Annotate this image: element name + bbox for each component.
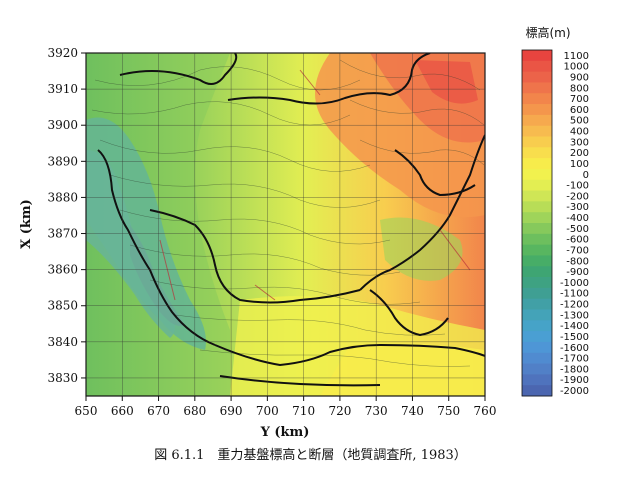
x-tick-label: 760	[474, 404, 497, 418]
x-tick-label: 710	[292, 404, 315, 418]
legend-label: -100	[566, 181, 589, 192]
legend-label: 300	[570, 137, 589, 148]
legend-label: -1400	[560, 321, 589, 332]
legend-label: -700	[566, 245, 589, 256]
x-tick-label: 660	[111, 404, 134, 418]
legend-swatch-9	[522, 147, 552, 159]
legend-swatch-2	[522, 71, 552, 83]
y-tick-label: 3860	[47, 263, 78, 277]
legend-swatch-5	[522, 104, 552, 116]
legend-label: -1300	[560, 310, 589, 321]
y-axis-label: X (km)	[19, 199, 34, 249]
elevation-map	[86, 53, 485, 396]
legend-swatch-25	[522, 320, 552, 332]
x-tick-label: 750	[437, 404, 460, 418]
x-axis-label: Y (km)	[260, 425, 310, 440]
legend-swatch-21	[522, 277, 552, 289]
x-tick-label: 740	[401, 404, 424, 418]
legend-swatch-6	[522, 114, 552, 127]
y-tick-label: 3920	[47, 46, 78, 60]
legend-label: -1200	[560, 300, 589, 311]
legend-swatch-1	[522, 60, 552, 73]
legend-label: -2000	[560, 386, 589, 397]
legend-label: 600	[570, 105, 589, 116]
x-axis-ticks: 650 660 670 680 690 700 710 720 730 740 750 760	[75, 396, 497, 418]
legend-label: -200	[566, 191, 589, 202]
legend-label: -1800	[560, 364, 589, 375]
x-tick-label: 700	[256, 404, 279, 418]
legend-label: 100	[570, 159, 589, 170]
legend-swatch-17	[522, 233, 552, 246]
legend-swatch-20	[522, 266, 552, 278]
legend-swatch-14	[522, 201, 552, 213]
legend-label: -1700	[560, 354, 589, 365]
figure-caption: 図 6.1.1 重力基盤標高と断層（地質調査所, 1983）	[154, 448, 467, 463]
legend-swatch-16	[522, 223, 552, 235]
legend-label: -400	[566, 213, 589, 224]
y-tick-label: 3840	[47, 335, 78, 349]
legend-label: -1600	[560, 343, 589, 354]
legend-label: 1100	[564, 51, 589, 62]
legend-label: 400	[570, 127, 589, 138]
y-tick-label: 3890	[47, 154, 78, 168]
y-tick-label: 3850	[47, 299, 78, 313]
legend-swatch-24	[522, 309, 552, 321]
legend-swatch-10	[522, 158, 552, 170]
legend-label: -1000	[560, 278, 589, 289]
legend-label: -1500	[560, 332, 589, 343]
legend-label: -900	[566, 267, 589, 278]
legend-swatch-27	[522, 341, 552, 354]
legend-label: -500	[566, 224, 589, 235]
x-tick-label: 730	[365, 404, 388, 418]
legend-swatch-28	[522, 352, 552, 364]
legend-swatch-0	[522, 50, 552, 62]
legend-swatch-7	[522, 125, 552, 137]
legend-swatch-15	[522, 212, 552, 224]
legend-swatch-19	[522, 255, 552, 267]
legend-label: 800	[570, 83, 589, 94]
legend-label: 200	[570, 148, 589, 159]
x-tick-label: 670	[147, 404, 170, 418]
legend-label: 900	[570, 72, 589, 83]
x-tick-label: 650	[75, 404, 98, 418]
y-tick-label: 3910	[47, 82, 78, 96]
x-tick-label: 680	[183, 404, 206, 418]
legend-swatch-23	[522, 298, 552, 310]
legend-swatch-3	[522, 82, 552, 94]
legend-swatch-18	[522, 244, 552, 256]
legend-label: -300	[566, 202, 589, 213]
legend-label: 500	[570, 116, 589, 127]
y-tick-label: 3830	[47, 371, 78, 385]
legend-label: 0	[583, 170, 589, 181]
legend-swatch-11	[522, 168, 552, 181]
legend-swatch-29	[522, 363, 552, 375]
legend-label: 1000	[564, 62, 589, 73]
y-tick-label: 3900	[47, 118, 78, 132]
legend-label: 700	[570, 94, 589, 105]
legend-label: -1100	[560, 289, 589, 300]
legend-title: 標高(m)	[525, 25, 570, 40]
x-tick-label: 720	[328, 404, 351, 418]
elevation-legend: 標高(m) 1100100090080070060050040030020010…	[521, 25, 589, 397]
y-tick-label: 3870	[47, 227, 78, 241]
legend-swatch-22	[522, 287, 552, 300]
legend-label: -1900	[560, 375, 589, 386]
legend-swatch-26	[522, 331, 552, 343]
legend-swatch-12	[522, 179, 552, 191]
legend-swatch-4	[522, 93, 552, 105]
y-axis-ticks: 3830 3840 3850 3860 3870 3880 3890 3900 3910 3920	[47, 46, 86, 385]
legend-swatch-30	[522, 374, 552, 386]
legend-swatch-13	[522, 190, 552, 202]
legend-label: -800	[566, 256, 589, 267]
legend-swatch-8	[522, 136, 552, 148]
grid	[85, 52, 486, 396]
legend-label: -600	[566, 235, 589, 246]
legend-frame	[521, 49, 553, 397]
x-tick-label: 690	[220, 404, 243, 418]
y-tick-label: 3880	[47, 190, 78, 204]
legend-swatch-31	[522, 385, 552, 397]
